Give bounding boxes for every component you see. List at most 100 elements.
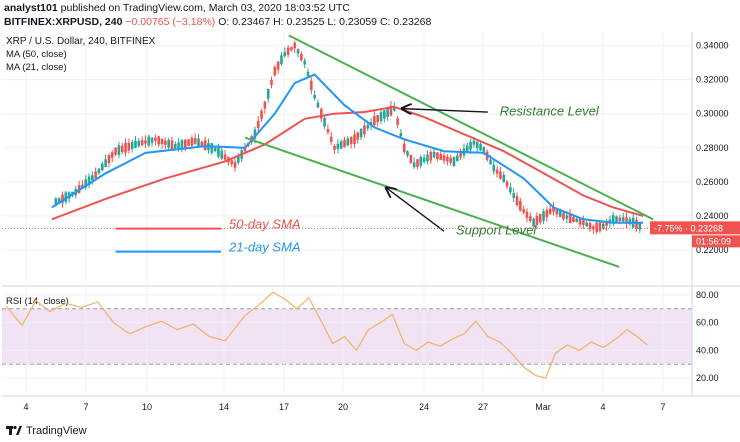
low-value: L: 0.23059 xyxy=(327,16,378,28)
countdown-box xyxy=(692,235,740,248)
candle-body xyxy=(94,171,97,179)
candle-body xyxy=(170,140,174,150)
open-value: O: 0.23467 xyxy=(218,16,271,28)
candle-body xyxy=(190,137,194,146)
price-chart[interactable]: 0.34000 0.32000 0.30000 0.28000 0.26000 0.240… xyxy=(0,30,740,422)
candle-body xyxy=(449,157,452,163)
candle-body xyxy=(213,147,217,152)
candle-body xyxy=(482,147,486,152)
support-trendline[interactable] xyxy=(244,136,620,268)
ma50-legend: MA (50, close) xyxy=(6,49,67,60)
x-tick-label: Mar xyxy=(535,402,551,412)
author-name[interactable]: analyst101 xyxy=(4,2,58,14)
candle-body xyxy=(592,226,595,230)
candle-body xyxy=(429,152,433,161)
candle-body xyxy=(316,102,320,108)
candle-body xyxy=(363,125,366,135)
candle-body xyxy=(127,142,131,151)
high-value: H: 0.23525 xyxy=(273,16,325,28)
candle-body xyxy=(280,55,283,65)
resistance-trendline[interactable] xyxy=(288,34,654,221)
candle-body xyxy=(260,110,263,119)
candle-body xyxy=(373,116,376,125)
tradingview-logo[interactable]: TradingView xyxy=(6,424,87,437)
price-pane xyxy=(2,32,692,284)
candle-body xyxy=(399,132,403,137)
annotation-text: Support Level xyxy=(456,223,537,238)
candle-body xyxy=(290,46,293,51)
candle-body xyxy=(187,139,190,146)
candle-body xyxy=(436,152,439,160)
candle-body xyxy=(469,141,472,150)
candle-body xyxy=(389,105,393,116)
candle-body xyxy=(101,163,104,171)
price-tick-label: 0.26000 xyxy=(696,177,729,187)
candle-body xyxy=(515,196,519,205)
candle-body xyxy=(313,95,316,99)
candle-body xyxy=(598,222,602,232)
candle-body xyxy=(243,147,247,152)
candle-body xyxy=(479,144,482,151)
candle-body xyxy=(114,147,117,155)
candle-body xyxy=(386,108,389,117)
price-tick-label: 0.30000 xyxy=(696,109,729,119)
x-tick-label: 14 xyxy=(219,402,229,412)
candle-body xyxy=(588,222,592,230)
x-tick-label: 7 xyxy=(83,402,88,412)
rsi-tick-label: 40.00 xyxy=(696,345,719,355)
candle-body xyxy=(276,61,280,70)
candle-body xyxy=(160,139,164,145)
candle-body xyxy=(197,138,200,147)
candle-body xyxy=(333,145,336,150)
candle-body xyxy=(366,125,370,129)
candle-body xyxy=(412,162,416,168)
candle-body xyxy=(303,60,306,65)
candle-body xyxy=(110,152,114,158)
candle-body xyxy=(383,110,386,119)
candle-body xyxy=(91,175,94,181)
x-tick-label: 24 xyxy=(419,402,429,412)
candle-body xyxy=(505,181,509,187)
candle-body xyxy=(439,153,443,160)
candle-body xyxy=(134,140,137,148)
candle-body xyxy=(326,128,330,133)
candle-body xyxy=(422,157,426,162)
candle-body xyxy=(392,106,396,111)
candle-body xyxy=(137,140,141,147)
x-tick-label: 4 xyxy=(600,402,605,412)
close-value: C: 0.23268 xyxy=(379,16,432,28)
candle-body xyxy=(220,150,224,159)
candle-body xyxy=(432,151,436,158)
candle-body xyxy=(230,160,233,165)
ma21-legend: MA (21, close) xyxy=(6,62,67,73)
x-tick-label: 17 xyxy=(279,402,289,412)
candle-body xyxy=(409,154,413,164)
annotation-text: Resistance Level xyxy=(500,103,600,118)
candle-body xyxy=(552,206,555,212)
candle-body xyxy=(565,215,569,219)
candle-body xyxy=(346,138,350,146)
candle-body xyxy=(585,222,588,227)
candle-body xyxy=(489,159,492,165)
candle-body xyxy=(81,184,84,189)
candle-body xyxy=(97,168,101,174)
candle-body xyxy=(426,154,429,162)
candle-body xyxy=(319,108,323,119)
candle-body xyxy=(402,143,406,152)
x-tick-label: 27 xyxy=(478,402,488,412)
candle-body xyxy=(343,139,346,148)
price-tick-label: 0.22000 xyxy=(696,245,729,255)
candle-body xyxy=(293,42,297,49)
candle-body xyxy=(442,155,446,161)
candle-body xyxy=(104,159,107,167)
price-label-text: -7.75% · 0.23268 xyxy=(654,223,723,233)
candle-body xyxy=(140,140,144,146)
candle-body xyxy=(522,209,525,213)
candle-body xyxy=(263,101,267,109)
candle-body xyxy=(54,198,58,207)
candle-body xyxy=(217,147,220,157)
candle-body xyxy=(120,145,124,153)
candle-body xyxy=(223,154,227,160)
candle-body xyxy=(601,223,605,229)
candle-body xyxy=(57,198,61,203)
